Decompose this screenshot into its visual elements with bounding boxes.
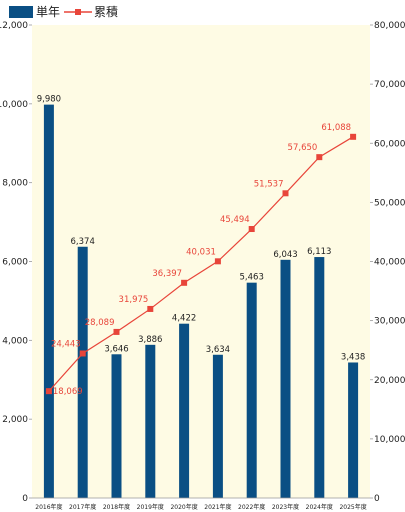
y-left-tick-label: 6,000 bbox=[2, 258, 28, 268]
y-axis-left: 0 2,000 4,000 6,000 8,000 10,000 12,000 bbox=[0, 21, 32, 504]
line-value-label: 18,069 bbox=[53, 387, 83, 397]
line-point bbox=[248, 226, 255, 233]
bar bbox=[111, 354, 122, 498]
bar bbox=[246, 282, 257, 498]
y-right-tick-label: 10,000 bbox=[374, 435, 405, 445]
y-right-tick-label: 0 bbox=[374, 494, 380, 504]
y-right-tick-label: 70,000 bbox=[374, 80, 405, 90]
bar bbox=[179, 323, 190, 498]
y-right-tick-label: 20,000 bbox=[374, 376, 405, 386]
x-tick-label: 2017年度 bbox=[69, 503, 96, 511]
legend: 単年 累積 bbox=[9, 4, 118, 19]
y-left-tick-label: 8,000 bbox=[2, 179, 28, 189]
x-tick-label: 2018年度 bbox=[103, 503, 130, 511]
line-point bbox=[79, 350, 86, 357]
bar bbox=[348, 362, 359, 498]
bar-value-label: 6,043 bbox=[273, 250, 297, 260]
bar-value-label: 3,646 bbox=[104, 344, 128, 354]
x-tick-label: 2024年度 bbox=[306, 503, 333, 511]
line-value-label: 36,397 bbox=[152, 269, 182, 279]
bar-value-label: 4,422 bbox=[172, 314, 196, 324]
y-left-tick-label: 10,000 bbox=[0, 100, 28, 110]
bar bbox=[145, 344, 156, 498]
legend-swatch-bar bbox=[9, 6, 33, 18]
line-point bbox=[316, 154, 323, 161]
line-value-label: 57,650 bbox=[288, 143, 318, 153]
line-point bbox=[181, 279, 188, 286]
y-left-tick-label: 12,000 bbox=[0, 21, 28, 31]
bar bbox=[212, 354, 223, 498]
bar-value-label: 6,374 bbox=[71, 237, 95, 247]
x-tick-label: 2021年度 bbox=[204, 503, 231, 511]
bar bbox=[77, 246, 88, 498]
y-axis-right: 0 10,000 20,000 30,000 40,000 50,000 60,000 70,… bbox=[370, 21, 405, 504]
x-tick-label: 2022年度 bbox=[238, 503, 265, 511]
legend-label-bar: 単年 bbox=[36, 5, 60, 19]
x-tick-label: 2023年度 bbox=[272, 503, 299, 511]
x-tick-label: 2020年度 bbox=[170, 503, 197, 511]
plot-background bbox=[32, 25, 370, 498]
x-tick-label: 2016年度 bbox=[35, 503, 62, 511]
bar-value-label: 9,980 bbox=[37, 95, 61, 105]
bar bbox=[280, 259, 291, 498]
line-point bbox=[147, 305, 154, 312]
y-left-tick-label: 2,000 bbox=[2, 415, 28, 425]
bar bbox=[314, 257, 325, 498]
line-point bbox=[350, 133, 357, 140]
bar-value-label: 5,463 bbox=[240, 273, 264, 283]
line-point bbox=[282, 190, 289, 197]
bar bbox=[43, 104, 54, 498]
y-right-tick-label: 80,000 bbox=[374, 21, 405, 31]
bar-value-label: 6,113 bbox=[307, 247, 331, 257]
line-point bbox=[214, 258, 221, 265]
legend-swatch-marker bbox=[75, 9, 81, 15]
y-right-tick-label: 60,000 bbox=[374, 139, 405, 149]
line-value-label: 61,088 bbox=[321, 123, 351, 133]
x-axis: 2016年度 2017年度 2018年度 2019年度 2020年度 2021年度 2022… bbox=[32, 497, 370, 511]
line-labels: 18,069 24,443 28,089 31,975 36,397 40,031 45,4… bbox=[51, 123, 351, 397]
bar-value-label: 3,886 bbox=[138, 335, 162, 345]
x-tick-label: 2019年度 bbox=[137, 503, 164, 511]
line-path bbox=[48, 136, 354, 392]
line-value-label: 24,443 bbox=[51, 339, 81, 349]
y-right-tick-label: 30,000 bbox=[374, 317, 405, 327]
line-point bbox=[45, 388, 52, 395]
line-value-label: 45,494 bbox=[220, 215, 250, 225]
y-left-tick-label: 4,000 bbox=[2, 336, 28, 346]
bar-series bbox=[43, 104, 359, 498]
line-value-label: 51,537 bbox=[254, 179, 284, 189]
line-point bbox=[113, 328, 120, 335]
bar-value-label: 3,634 bbox=[206, 345, 230, 355]
x-tick-label: 2025年度 bbox=[339, 503, 366, 511]
y-left-tick-label: 0 bbox=[22, 494, 28, 504]
line-value-label: 40,031 bbox=[186, 247, 216, 257]
bar-value-label: 3,438 bbox=[341, 352, 365, 362]
y-right-tick-label: 50,000 bbox=[374, 198, 405, 208]
y-right-tick-label: 40,000 bbox=[374, 258, 405, 268]
bar-labels: 9,980 6,374 3,646 3,886 4,422 3,634 5,463 6,043… bbox=[37, 95, 366, 363]
legend-label-line: 累積 bbox=[94, 4, 118, 19]
line-series bbox=[45, 133, 357, 395]
line-value-label: 31,975 bbox=[119, 295, 149, 305]
line-value-label: 28,089 bbox=[85, 318, 115, 328]
